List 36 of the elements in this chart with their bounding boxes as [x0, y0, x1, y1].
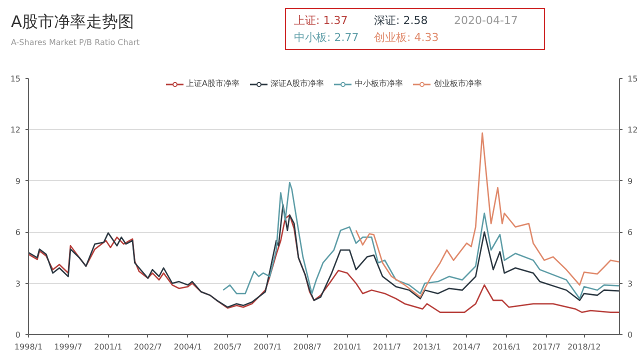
- legend-label: 上证A股市净率: [186, 78, 240, 89]
- x-tick-label: 2007/1: [253, 342, 282, 350]
- legend-label: 中小板市净率: [354, 78, 403, 89]
- x-tick-label: 2004/1: [174, 342, 202, 350]
- x-tick-label: 2017/7: [532, 342, 560, 350]
- x-tick-label: 2011/7: [372, 342, 402, 350]
- x-tick-label: 1999/7: [54, 342, 82, 350]
- y-tick-label: 0: [15, 330, 21, 340]
- picture-readout-frame: 上证: 1.37 深证: 2.58 2020-04-17 中小板: 2.77 创业板: 4.33: [285, 8, 545, 50]
- y-tick-label: 6: [15, 228, 21, 238]
- x-tick-label: 2010/1: [333, 342, 362, 350]
- y-tick-label: 12: [10, 126, 21, 135]
- y2-tick-label: 9: [628, 176, 633, 186]
- y-tick-label: 15: [10, 74, 21, 84]
- y2-tick-label: 6: [628, 228, 633, 238]
- y2-tick-label: 3: [628, 279, 633, 288]
- x-tick-label: 2008/7: [293, 342, 322, 350]
- x-tick-label: 2002/7: [134, 342, 162, 350]
- x-tick-label: 2016/1: [492, 342, 521, 350]
- y-tick-label: 9: [15, 176, 21, 186]
- legend-label: 深证A股市净率: [270, 78, 324, 89]
- line-series: [222, 182, 620, 300]
- x-tick-label: 2001/1: [94, 342, 122, 350]
- chart-title: A股市净率走势图: [11, 11, 135, 33]
- y-tick-label: 3: [15, 279, 21, 288]
- x-tick-label: 2018/12: [567, 342, 601, 350]
- y2-tick-label: 0: [628, 330, 633, 340]
- y2-tick-label: 15: [628, 74, 638, 84]
- x-tick-label: 1998/1: [14, 342, 43, 350]
- chart-subtitle: A-Shares Market P/B Ratio Chart: [11, 36, 140, 48]
- y2-tick-label: 12: [628, 126, 638, 135]
- line-series: [355, 132, 620, 298]
- x-tick-label: 2005/7: [214, 342, 242, 350]
- legend-label: 创业板市净率: [434, 78, 482, 89]
- x-tick-label: 2013/1: [412, 342, 442, 350]
- x-tick-label: 2014/7: [452, 342, 481, 350]
